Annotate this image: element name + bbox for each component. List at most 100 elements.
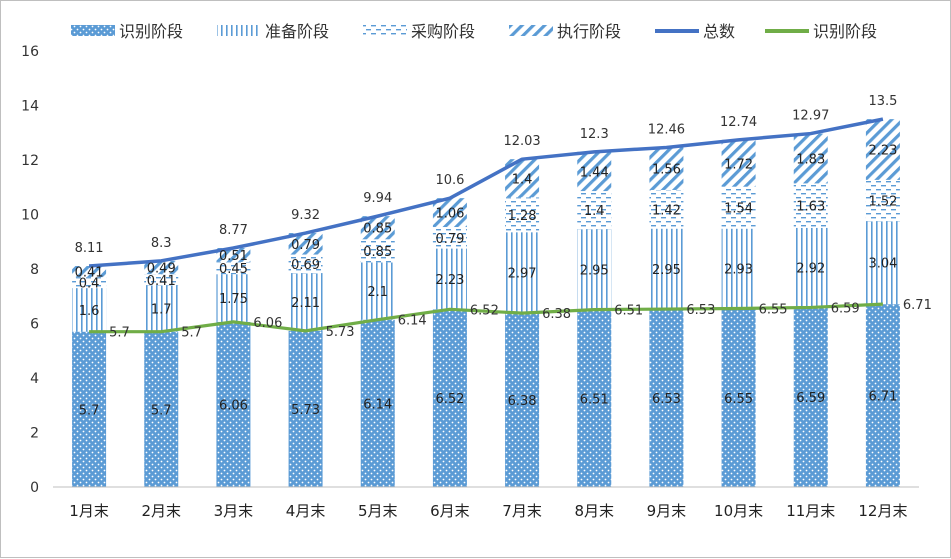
legend: 识别阶段 准备阶段 采购阶段 执行阶段 总数 识别阶段 [71,22,877,41]
bar-segment-label: 1.75 [219,292,248,307]
x-tick-label: 6月末 [430,502,470,520]
line-data-label: 5.7 [181,326,202,341]
x-tick-label: 5月末 [358,502,398,520]
line-data-label: 12.03 [503,134,540,149]
bar-segment-label: 1.83 [796,153,825,168]
bar-segment [577,191,612,230]
bar-segment [865,119,900,180]
x-tick-label: 2月末 [141,502,181,520]
bar-segment [72,288,107,332]
line-data-label: 6.51 [614,304,643,319]
bar-segment [216,274,251,322]
bar-segment [144,260,179,275]
bar-segment-label: 2.95 [652,263,681,278]
bar-segment [288,233,323,255]
bar-segment [649,189,684,229]
bar-segment [432,248,467,310]
bar-segment-label: 1.44 [580,165,609,180]
x-tick-label: 7月末 [502,502,542,520]
line-data-label: 12.3 [580,127,609,142]
bar-segment [865,221,900,305]
x-axis: 1月末 2月末 3月末 4月末 5月末 6月末 7月末 8月末 9月末 10月末 11月末 12月末 [53,486,919,520]
bar-segment [288,254,323,274]
bar-segment [288,273,323,331]
bar-segment [721,186,756,229]
bar-segment-label: 6.55 [724,392,753,407]
line-data-label: 6.52 [470,303,499,318]
x-tick-label: 12月末 [858,502,907,520]
bar-segment-label: 5.7 [151,403,172,418]
bar-segment [216,261,251,275]
bar-segment [721,308,756,487]
y-axis: 0 2 4 6 8 10 12 14 16 [21,44,39,496]
legend-swatch [71,25,115,36]
bar-segment-label: 5.73 [291,403,320,418]
bar-segment-label: 0.45 [219,262,248,277]
x-tick-label: 11月末 [786,502,835,520]
bar-segment-label: 6.38 [508,394,537,409]
bar-segment [649,309,684,487]
legend-swatch [363,25,407,36]
bar-segment-label: 0.69 [291,258,320,273]
y-tick-label: 16 [21,44,39,60]
y-tick-label: 4 [30,371,39,387]
line-data-label: 5.73 [326,325,355,340]
bar-segment [649,147,684,190]
bar-segment-label: 1.7 [151,303,172,318]
bar-segment-label: 0.41 [75,266,104,281]
bar-segment [793,133,828,184]
line-data-label: 9.94 [363,191,392,206]
bar-segment-label: 0.41 [147,274,176,289]
legend-swatch [509,25,553,36]
bar-segment-label: 2.92 [796,262,825,277]
bar-segment-label: 2.23 [435,273,464,288]
bar-segment-label: 1.72 [724,157,753,172]
bar-segment-label: 0.85 [363,222,392,237]
bar-segment [505,313,540,487]
bar-segment [432,309,467,487]
line-data-label: 13.5 [868,94,897,109]
bar-segment-label: 1.4 [584,204,605,219]
bar-segment-label: 1.54 [724,202,753,217]
bar-segment-label: 1.52 [868,195,897,210]
bar-segment [288,330,323,487]
bar-segment-label: 2.95 [580,263,609,278]
bar-segment [72,277,107,289]
series-line [89,302,883,334]
bar-segment [505,232,540,314]
bar-segment-label: 0.4 [79,277,100,292]
bar-segment [865,179,900,222]
bar-segment-label: 1.42 [652,203,681,218]
line-data-label: 6.38 [542,307,571,322]
y-tick-label: 14 [21,99,39,115]
y-tick-label: 2 [30,426,39,442]
x-tick-label: 10月末 [714,502,763,520]
bar-segment-label: 6.52 [435,392,464,407]
bar-segment [505,197,540,233]
line-data-label: 6.71 [903,298,932,313]
bar-segment-label: 1.06 [435,207,464,222]
x-tick-label: 3月末 [214,502,254,520]
bar-segment [721,228,756,309]
bar-segment [144,274,179,286]
y-tick-label: 6 [30,317,39,333]
x-tick-label: 9月末 [647,502,687,520]
legend-label: 执行阶段 [557,22,621,41]
bar-segment-label: 5.7 [79,403,100,418]
bar-segment [649,228,684,310]
legend-label: 识别阶段 [813,22,877,41]
line-data-label: 6.59 [831,301,860,316]
bar-segment-label: 6.14 [363,397,392,412]
bar-segment [577,151,612,192]
bar-segment [432,227,467,249]
bar-segment [577,309,612,487]
line-data-label: 6.55 [759,303,788,318]
bar-segment [72,331,107,487]
line-data-label: 6.14 [398,314,427,329]
bar-segment-label: 6.06 [219,398,248,413]
y-tick-label: 0 [30,480,39,496]
bar-segment [144,331,179,487]
bar-segment-label: 3.04 [868,257,897,272]
bar-segment [144,285,179,332]
